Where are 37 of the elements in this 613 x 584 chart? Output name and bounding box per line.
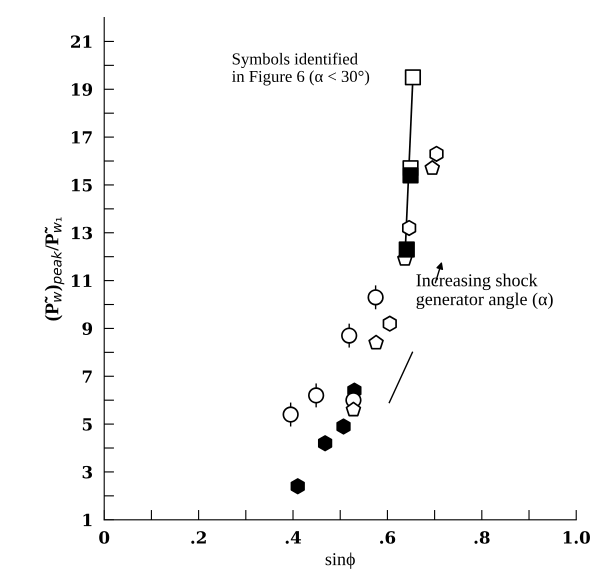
point bbox=[341, 327, 358, 344]
y-tick-label: 13 bbox=[72, 226, 92, 240]
y-axis-title: (P̃$_{w}$)$_{peak}$/P̃$_{w₁}$ bbox=[44, 217, 64, 320]
y-tick-label: 1 bbox=[84, 514, 92, 526]
point bbox=[336, 418, 351, 435]
annotation: Symbols identified in Figure 6 (α < 30°) bbox=[232, 52, 370, 86]
annotation: Increasing shock generator angle (α) bbox=[416, 274, 553, 310]
point bbox=[318, 435, 332, 452]
y-tick-label: 19 bbox=[72, 83, 92, 96]
point bbox=[382, 316, 397, 332]
y-tick-label: 11 bbox=[72, 274, 92, 287]
point bbox=[402, 220, 416, 236]
point bbox=[308, 387, 324, 404]
x-tick-label: .4 bbox=[286, 531, 302, 544]
point bbox=[367, 289, 384, 306]
point bbox=[368, 334, 384, 350]
y-tick-label: 5 bbox=[82, 418, 92, 431]
x-tick-label: 1.0 bbox=[564, 531, 590, 544]
y-tick-label: 21 bbox=[71, 35, 92, 48]
point bbox=[290, 478, 305, 494]
point bbox=[424, 160, 440, 175]
point bbox=[404, 69, 422, 86]
point bbox=[429, 146, 444, 162]
point bbox=[398, 241, 415, 258]
x-tick-label: .2 bbox=[191, 531, 206, 544]
x-tick-label: 0 bbox=[99, 531, 110, 544]
y-tick-label: 9 bbox=[82, 322, 92, 335]
y-tick-label: 3 bbox=[82, 466, 92, 478]
x-tick-label: .6 bbox=[380, 531, 396, 544]
point bbox=[346, 402, 362, 416]
y-tick-label: 17 bbox=[72, 131, 92, 144]
x-tick-label: .8 bbox=[474, 531, 490, 544]
y-tick-label: 7 bbox=[82, 370, 92, 383]
y-tick-label: 15 bbox=[72, 178, 92, 192]
point bbox=[282, 406, 299, 423]
point bbox=[402, 167, 419, 184]
x-axis-title: sinϕ bbox=[326, 552, 355, 569]
